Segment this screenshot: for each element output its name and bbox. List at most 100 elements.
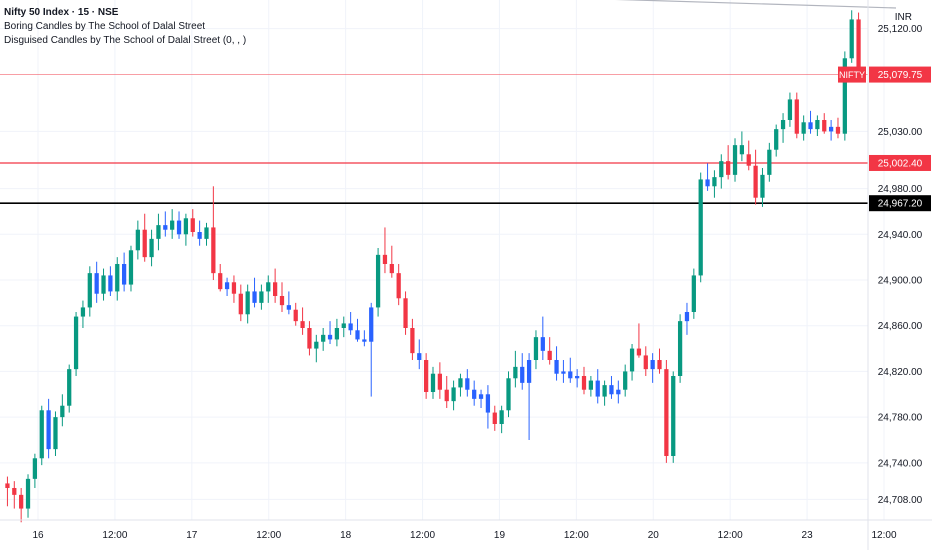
candle[interactable] (753, 149, 758, 205)
candle[interactable] (815, 115, 820, 136)
candle-body[interactable] (300, 321, 305, 328)
candle[interactable] (12, 481, 17, 509)
candle-body[interactable] (375, 254, 381, 308)
candle[interactable] (828, 120, 834, 141)
candle-body[interactable] (540, 337, 545, 351)
candle-body[interactable] (231, 282, 237, 294)
candle-body[interactable] (602, 385, 607, 397)
candle[interactable] (705, 163, 710, 191)
candle[interactable] (348, 312, 353, 335)
candle-body[interactable] (492, 412, 497, 424)
candle-body[interactable] (135, 229, 140, 251)
candle[interactable] (430, 366, 436, 399)
candle-body[interactable] (732, 145, 738, 175)
candle[interactable] (410, 318, 415, 360)
candle-body[interactable] (25, 478, 31, 509)
candle[interactable] (224, 277, 230, 296)
candle[interactable] (176, 211, 182, 239)
candle-body[interactable] (286, 305, 291, 310)
candle-body[interactable] (259, 291, 264, 303)
candle-body[interactable] (348, 323, 353, 331)
candle-body[interactable] (252, 291, 257, 303)
candle-body[interactable] (513, 366, 518, 379)
candle-body[interactable] (712, 177, 717, 187)
candle-body[interactable] (32, 458, 38, 479)
candle[interactable] (629, 344, 635, 381)
candle-body[interactable] (396, 273, 401, 299)
candle[interactable] (424, 353, 429, 399)
candle[interactable] (87, 266, 92, 317)
candle-body[interactable] (588, 380, 593, 390)
candle[interactable] (492, 405, 497, 431)
candle-body[interactable] (533, 337, 539, 360)
symbol-title[interactable]: Nifty 50 Index · 15 · NSE (4, 7, 119, 18)
candle-body[interactable] (190, 218, 195, 232)
candle-body[interactable] (94, 273, 99, 294)
candle[interactable] (156, 213, 161, 251)
candle[interactable] (636, 323, 642, 358)
candles[interactable] (5, 10, 861, 523)
candle-body[interactable] (430, 373, 436, 392)
candle[interactable] (794, 92, 799, 139)
candle-body[interactable] (389, 264, 394, 274)
candle-body[interactable] (321, 334, 326, 342)
candle[interactable] (362, 330, 367, 347)
candle-body[interactable] (760, 174, 765, 198)
candle[interactable] (53, 411, 58, 456)
candle[interactable] (520, 353, 525, 390)
candle-body[interactable] (417, 353, 422, 360)
candle-body[interactable] (458, 378, 463, 388)
candle[interactable] (128, 245, 134, 292)
candle-body[interactable] (561, 371, 566, 374)
candle-body[interactable] (856, 19, 861, 75)
candle[interactable] (760, 168, 765, 207)
candle-body[interactable] (327, 334, 333, 340)
candle[interactable] (774, 124, 779, 157)
candle-body[interactable] (753, 165, 758, 198)
candle-body[interactable] (245, 291, 250, 315)
candle[interactable] (327, 321, 333, 344)
candle[interactable] (465, 369, 470, 397)
candle-body[interactable] (520, 366, 525, 383)
candle-body[interactable] (746, 154, 751, 166)
candle[interactable] (94, 261, 99, 303)
candle-body[interactable] (314, 341, 319, 349)
candle[interactable] (403, 291, 408, 335)
candle[interactable] (842, 51, 847, 141)
indicator-disguised-candles[interactable]: Disguised Candles by The School of Dalal… (4, 35, 247, 46)
candle[interactable] (60, 394, 65, 427)
candle-body[interactable] (341, 323, 346, 328)
candle[interactable] (25, 474, 31, 518)
candle-body[interactable] (87, 273, 92, 308)
indicator-boring-candles[interactable]: Boring Candles by The School of Dalal St… (4, 21, 206, 32)
candle-body[interactable] (650, 360, 655, 370)
candle[interactable] (369, 302, 374, 397)
candle[interactable] (616, 380, 621, 404)
candle-body[interactable] (451, 387, 456, 402)
candle[interactable] (39, 405, 44, 466)
candle-body[interactable] (595, 380, 600, 397)
candle[interactable] (204, 222, 209, 246)
candle-body[interactable] (849, 19, 854, 59)
candle-body[interactable] (636, 348, 642, 356)
candle[interactable] (506, 371, 511, 418)
candle-body[interactable] (472, 389, 477, 399)
candle-body[interactable] (719, 161, 724, 178)
candle[interactable] (835, 117, 841, 139)
candle-body[interactable] (835, 126, 841, 134)
candle[interactable] (561, 360, 566, 383)
candle[interactable] (609, 376, 614, 399)
price-axis[interactable]: 24,708.00 24,740.00 24,780.00 24,820.00 24,8… (867, 0, 923, 550)
candle-body[interactable] (211, 227, 216, 274)
candle[interactable] (444, 376, 449, 408)
candle-body[interactable] (609, 385, 614, 395)
candle[interactable] (108, 266, 113, 296)
candle-body[interactable] (499, 410, 504, 424)
candle-body[interactable] (698, 179, 703, 276)
candle[interactable] (32, 453, 38, 488)
candle-body[interactable] (705, 179, 710, 187)
candle-body[interactable] (643, 355, 648, 370)
candle-body[interactable] (815, 120, 820, 130)
candle[interactable] (533, 330, 539, 370)
